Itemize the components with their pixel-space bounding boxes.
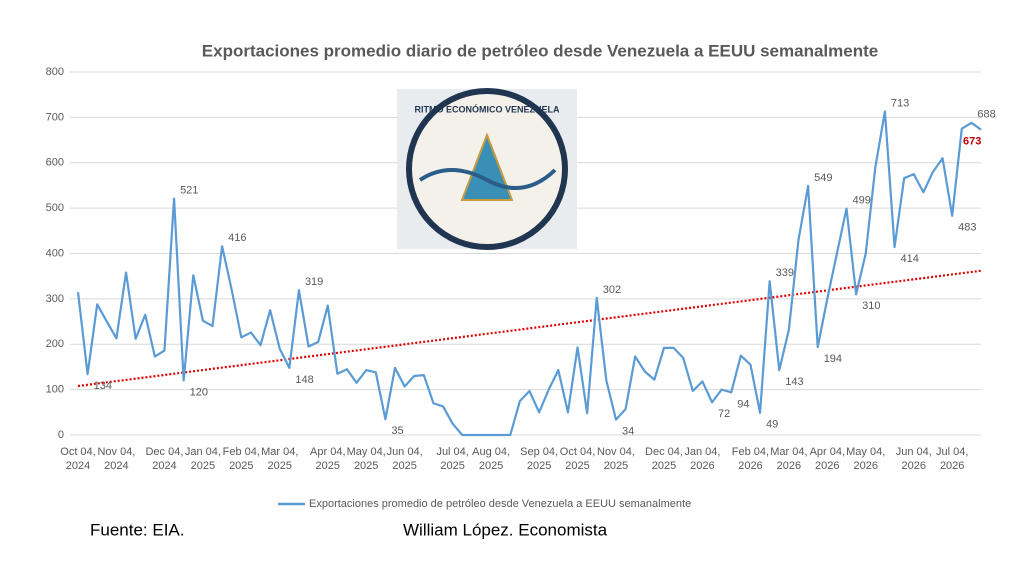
x-tick-label: Nov 04, 2025 <box>597 446 635 472</box>
x-tick-label: Oct 04, 2025 <box>560 446 595 472</box>
data-label: 339 <box>776 267 794 279</box>
x-tick-label: Sep 04, 2025 <box>520 446 558 472</box>
x-tick-label: Feb 04, 2025 <box>223 446 260 472</box>
data-label: 416 <box>228 232 246 244</box>
series-line <box>76 110 982 437</box>
x-tick-label: Jul 04, 2026 <box>936 446 968 472</box>
y-tick-label: 800 <box>46 66 64 78</box>
y-tick-label: 0 <box>58 429 64 441</box>
data-label: 134 <box>94 380 112 392</box>
logo-wave <box>418 168 557 190</box>
data-label: 120 <box>190 386 208 398</box>
data-label: 688 <box>977 109 995 121</box>
data-label: 319 <box>305 276 323 288</box>
x-tick-label: Aug 04, 2025 <box>472 446 510 472</box>
legend-label: Exportaciones promedio de petróleo desde… <box>309 498 691 510</box>
data-label: 148 <box>295 374 313 386</box>
data-label: 713 <box>891 97 909 109</box>
logo: RITMO ECONÓMICO VENEZUELA <box>397 88 577 250</box>
y-tick-label: 300 <box>46 293 64 305</box>
author: William López. Economista <box>403 520 608 539</box>
data-label: 414 <box>901 253 919 265</box>
chart-title: Exportaciones promedio diario de petróle… <box>202 41 878 60</box>
data-label: 34 <box>622 425 634 437</box>
x-tick-label: May 04, 2026 <box>846 446 885 472</box>
x-tick-label: May 04, 2025 <box>347 446 386 472</box>
data-label: 521 <box>180 185 198 197</box>
x-tick-label: Apr 04, 2026 <box>810 446 845 472</box>
x-tick-label: Jun 04, 2025 <box>387 446 423 472</box>
x-tick-label: Jul 04, 2025 <box>436 446 468 472</box>
data-label: 49 <box>766 419 778 431</box>
x-tick-label: Feb 04, 2026 <box>732 446 769 472</box>
x-tick-label: Mar 04, 2026 <box>770 446 807 472</box>
data-label: 194 <box>824 353 842 365</box>
y-tick-label: 600 <box>46 157 64 169</box>
x-tick-label: Nov 04, 2024 <box>97 446 135 472</box>
data-label: 143 <box>785 376 803 388</box>
trendline <box>77 269 982 388</box>
data-label: 499 <box>853 194 871 206</box>
data-label: 35 <box>391 425 403 437</box>
x-tick-label: Jan 04, 2025 <box>185 446 221 472</box>
data-label: 94 <box>737 398 749 410</box>
x-tick-label: Apr 04, 2025 <box>310 446 345 472</box>
y-tick-label: 400 <box>46 247 64 259</box>
x-tick-label: Dec 04, 2025 <box>645 446 683 472</box>
x-tick-label: Oct 04, 2024 <box>60 446 95 472</box>
data-label: 549 <box>814 172 832 184</box>
y-tick-label: 700 <box>46 111 64 123</box>
x-tick-label: Mar 04, 2025 <box>261 446 298 472</box>
y-tick-label: 100 <box>46 384 64 396</box>
x-tick-label: Jun 04, 2026 <box>896 446 932 472</box>
data-label: 72 <box>718 408 730 420</box>
data-label: 673 <box>963 136 981 148</box>
source: Fuente: EIA. <box>90 520 185 539</box>
data-label: 310 <box>862 300 880 312</box>
y-tick-label: 500 <box>46 202 64 214</box>
logo-title: RITMO ECONÓMICO VENEZUELA <box>414 103 560 114</box>
x-tick-label: Dec 04, 2024 <box>145 446 183 472</box>
data-label: 302 <box>603 284 621 296</box>
x-tick-label: Jan 04, 2026 <box>684 446 720 472</box>
y-tick-label: 200 <box>46 338 64 350</box>
data-label: 483 <box>958 222 976 234</box>
